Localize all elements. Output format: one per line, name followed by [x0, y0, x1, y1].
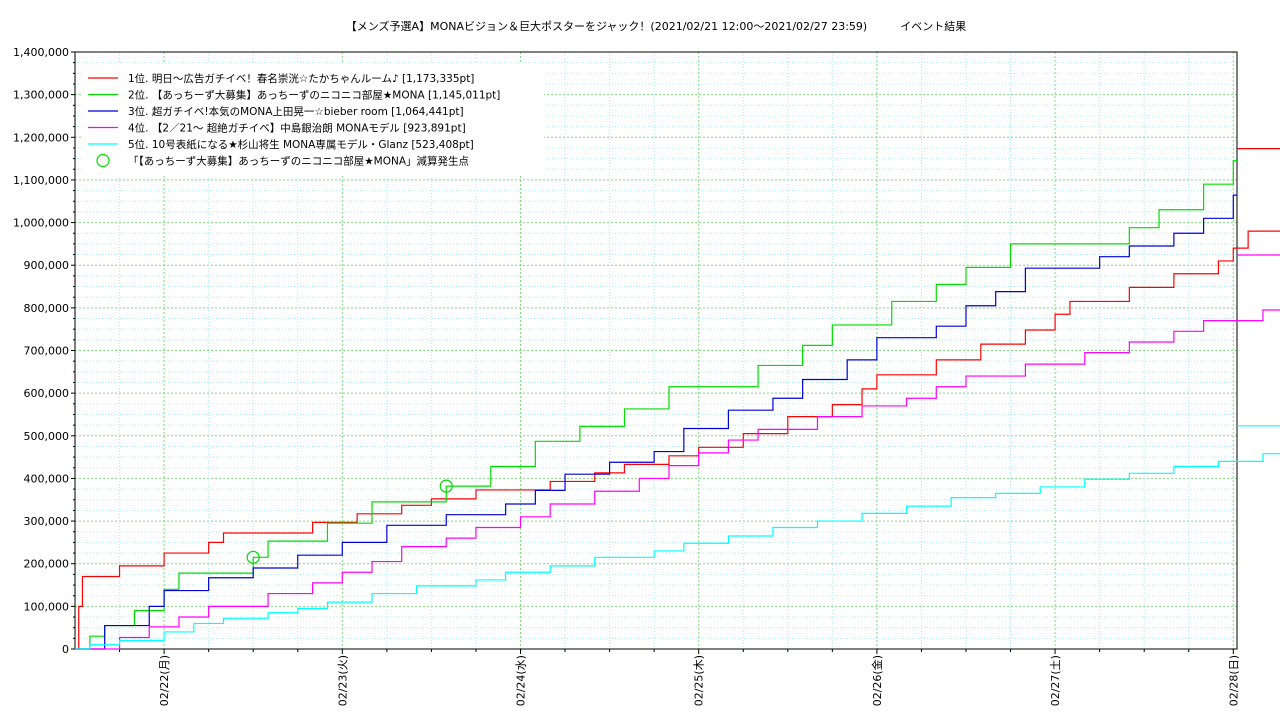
x-tick-label: 02/25(木): [693, 655, 706, 706]
y-tick-label: 800,000: [24, 302, 70, 315]
y-tick-label: 600,000: [24, 387, 70, 400]
series-line-5: [75, 425, 1280, 650]
y-tick-label: 500,000: [24, 430, 70, 443]
y-tick-label: 1,400,000: [13, 46, 69, 59]
series-line-2: [75, 160, 1237, 650]
y-tick-label: 1,200,000: [13, 131, 69, 144]
x-tick-label: 02/22(月): [158, 655, 171, 706]
y-tick-label: 1,100,000: [13, 174, 69, 187]
x-tick-label: 02/28(日): [1227, 655, 1240, 706]
legend-label-decrease: 「【あっちーず大募集】あっちーずのニコニコ部屋★MONA」減算発生点: [128, 155, 469, 168]
y-tick-label: 1,300,000: [13, 89, 69, 102]
x-tick-label: 02/24(水): [514, 655, 527, 706]
legend-marker-decrease: [96, 153, 110, 168]
legend-label-3: 3位. 超ガチイベ!本気のMONA上田晃一☆bieber room [1,064…: [128, 105, 464, 118]
y-tick-label: 100,000: [24, 600, 70, 613]
legend-box: [82, 64, 544, 176]
y-tick-label: 900,000: [24, 259, 70, 272]
series-line-4: [75, 254, 1280, 650]
chart-title: 【メンズ予選A】MONAビジョン＆巨大ポスターをジャック！(2021/02/21…: [346, 19, 966, 33]
x-tick-label: 02/27(土): [1049, 655, 1062, 706]
legend-label-2: 2位. 【あっちーず大募集】あっちーずのニコニコ部屋★MONA [1,145,0…: [128, 89, 500, 102]
y-tick-label: 700,000: [24, 345, 70, 358]
legend-label-5: 5位. 10号表紙になる★杉山将生 MONA専属モデル・Glanz [523,4…: [128, 138, 474, 151]
legend: 1位. 明日〜広告ガチイベ！春名崇洸☆たかちゃんルーム♪ [1,173,335p…: [82, 64, 544, 176]
series-line-3: [75, 194, 1237, 650]
decrease-marker: [439, 479, 453, 493]
decrease-marker: [246, 550, 260, 564]
x-tick-label: 02/26(金): [870, 655, 884, 706]
legend-label-4: 4位. 【2／21〜 超絶ガチイベ】中島銀治朗 MONAモデル [923,891…: [128, 122, 466, 135]
y-tick-label: 400,000: [24, 472, 70, 485]
y-tick-label: 300,000: [24, 515, 70, 528]
series-line-1: [75, 148, 1280, 650]
y-tick-label: 0: [62, 643, 69, 656]
series-layer: [75, 148, 1280, 650]
x-tick-label: 02/23(火): [336, 655, 349, 706]
y-tick-label: 200,000: [24, 558, 70, 571]
y-tick-label: 1,000,000: [13, 217, 69, 230]
axes: 0 100,000 200,000 300,000 400,000 500,000 600,…: [13, 46, 1240, 706]
legend-label-1: 1位. 明日〜広告ガチイベ！春名崇洸☆たかちゃんルーム♪ [1,173,335p…: [128, 72, 474, 85]
